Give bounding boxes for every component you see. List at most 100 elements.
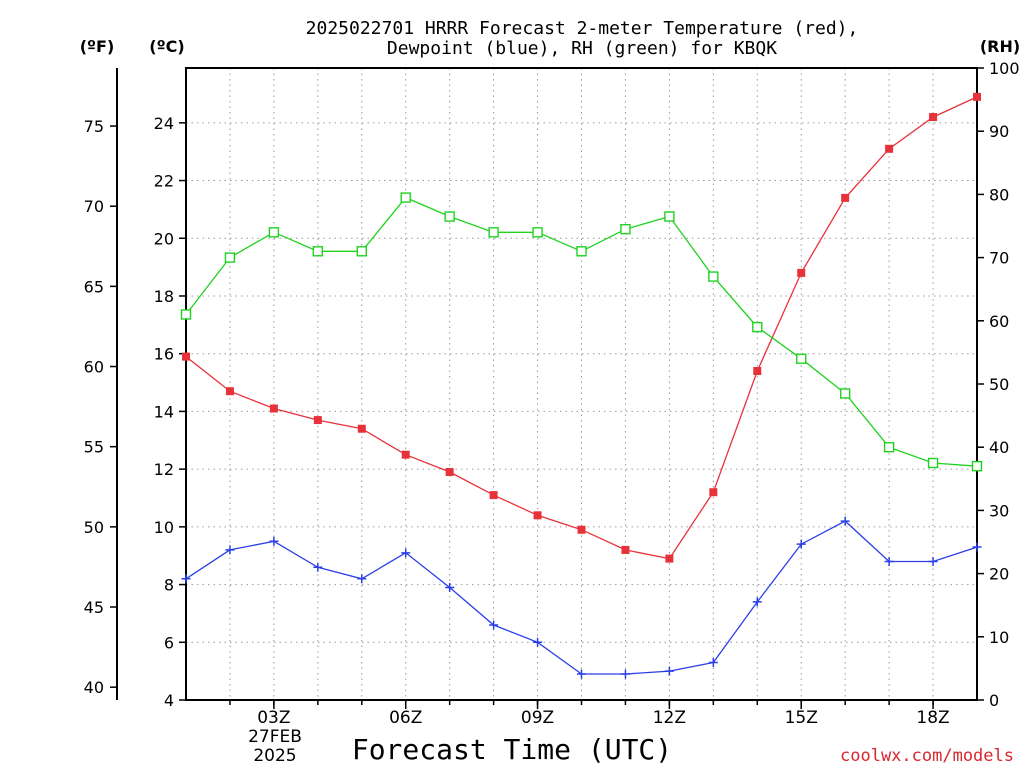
fahrenheit-unit-label: (ºF)	[80, 37, 115, 56]
rh-tick-label: 80	[989, 185, 1009, 204]
celsius-tick-label: 10	[154, 518, 174, 537]
fahrenheit-tick-label: 65	[84, 277, 104, 296]
celsius-tick-label: 16	[154, 345, 174, 364]
fahrenheit-axis: 40 45 50 55 60 65 70 75	[84, 117, 117, 697]
rh-tick-label: 60	[989, 312, 1009, 331]
dewpoint-point	[181, 574, 191, 584]
dewpoint-point	[972, 542, 982, 552]
rh-point	[444, 211, 455, 222]
time-tick-label: 06Z	[389, 708, 422, 728]
celsius-tick-label: 22	[154, 172, 174, 191]
rh-tick-label: 40	[989, 438, 1009, 457]
x-axis-title: Forecast Time (UTC)	[352, 733, 672, 766]
dewpoint-point	[269, 536, 279, 546]
watermark: coolwx.com/models	[840, 746, 1014, 766]
dewpoint-point	[620, 669, 630, 679]
date-label-day: 27FEB	[248, 727, 302, 747]
grid-lines	[186, 68, 977, 700]
time-tick-label: 18Z	[916, 708, 949, 728]
temperature-point	[577, 525, 586, 534]
time-tick-label: 03Z	[257, 708, 290, 728]
rh-point	[312, 246, 324, 257]
chart-title-line-1: 2025022701 HRRR Forecast 2-meter Tempera…	[306, 18, 859, 39]
rh-tick-label: 30	[989, 501, 1009, 520]
dewpoint-point	[577, 669, 586, 679]
temperature-point	[841, 193, 850, 202]
rh-point	[971, 460, 983, 472]
dewpoint-point	[752, 597, 762, 607]
rh-tick-label: 10	[989, 628, 1009, 647]
rh-tick-label: 90	[989, 122, 1009, 141]
fahrenheit-tick-label: 40	[84, 678, 104, 697]
rh-tick-label: 100	[989, 59, 1020, 78]
rh-point	[180, 309, 192, 320]
fahrenheit-tick-label: 50	[84, 518, 104, 537]
series-rh	[180, 192, 983, 472]
temperature-point	[929, 113, 938, 122]
temperature-point	[753, 367, 762, 376]
fahrenheit-tick-label: 75	[84, 117, 104, 136]
rh-point	[224, 252, 236, 263]
dewpoint-point	[533, 637, 543, 647]
rh-point	[664, 211, 675, 222]
dewpoint-point	[708, 657, 718, 667]
dewpoint-point	[401, 548, 411, 558]
fahrenheit-tick-label: 45	[84, 598, 104, 617]
rh-unit-label: (RH)	[980, 37, 1020, 56]
dewpoint-point	[445, 582, 455, 592]
dewpoint-point	[884, 556, 894, 566]
rh-point	[532, 227, 543, 238]
rh-point	[488, 227, 499, 238]
temperature-point	[357, 424, 366, 433]
rh-point	[400, 192, 411, 203]
celsius-tick-label: 4	[164, 691, 174, 710]
temperature-point	[665, 554, 674, 563]
rh-point	[752, 321, 763, 333]
fahrenheit-tick-label: 70	[84, 197, 104, 216]
temperature-point	[225, 387, 234, 396]
temperature-point	[445, 468, 454, 477]
fahrenheit-tick-label: 55	[84, 438, 104, 457]
celsius-axis: 4 6 8 10 12 14 16 18 20 22 24	[154, 114, 186, 710]
date-label-year: 2025	[253, 746, 296, 766]
temperature-point	[182, 352, 190, 361]
rh-tick-label: 70	[989, 249, 1009, 268]
series-temperature	[182, 92, 981, 563]
celsius-unit-label: (ºC)	[149, 37, 184, 56]
time-axis: 03Z 06Z 09Z 12Z 15Z 18Z	[229, 700, 950, 728]
rh-axis: 0 10 20 30 40 50 60 70 80 90 100	[977, 59, 1020, 710]
rh-point	[883, 442, 895, 453]
rh-point	[356, 246, 367, 257]
rh-point	[268, 227, 280, 238]
temperature-point	[797, 268, 806, 277]
rh-tick-label: 20	[989, 565, 1009, 584]
celsius-tick-label: 18	[154, 287, 174, 306]
celsius-tick-label: 6	[164, 633, 174, 652]
rh-tick-label: 0	[989, 691, 999, 710]
data-series	[180, 92, 983, 679]
rh-point	[839, 388, 851, 399]
time-tick-label: 12Z	[653, 708, 686, 728]
celsius-tick-label: 24	[154, 114, 174, 133]
temperature-point	[401, 450, 410, 459]
dewpoint-point	[664, 666, 674, 676]
celsius-tick-label: 8	[164, 576, 174, 595]
fahrenheit-tick-label: 60	[84, 358, 104, 377]
dewpoint-point	[489, 620, 499, 630]
dewpoint-point	[225, 545, 235, 555]
celsius-tick-label: 20	[154, 229, 174, 248]
dewpoint-point	[928, 556, 938, 566]
chart-title-line-2: Dewpoint (blue), RH (green) for KBQK	[387, 38, 777, 59]
dewpoint-point	[357, 574, 367, 584]
celsius-tick-label: 12	[154, 460, 174, 479]
time-tick-label: 15Z	[785, 708, 818, 728]
rh-point	[708, 271, 719, 282]
celsius-tick-label: 14	[154, 402, 174, 421]
temperature-point	[489, 491, 498, 500]
rh-point	[620, 223, 631, 235]
temperature-point	[313, 416, 322, 425]
rh-tick-label: 50	[989, 375, 1009, 394]
temperature-point	[973, 92, 981, 101]
dewpoint-point	[796, 539, 806, 549]
